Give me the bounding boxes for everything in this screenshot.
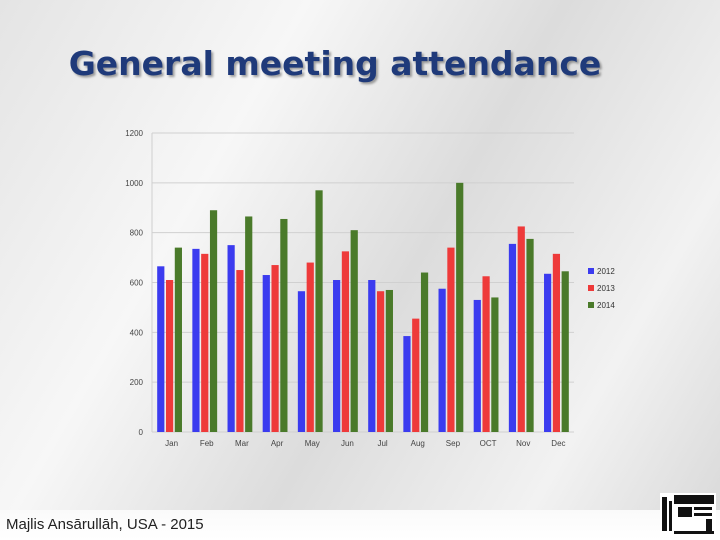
x-tick-label: Sep bbox=[446, 439, 461, 448]
x-tick-label: Aug bbox=[411, 439, 425, 448]
bar-2014-nov bbox=[526, 238, 534, 432]
bar-2014-sep bbox=[456, 182, 464, 432]
x-tick-label: May bbox=[305, 439, 320, 448]
y-tick-label: 800 bbox=[130, 229, 144, 238]
y-axis-ticks: 0 200 400 600 800 1000 1200 bbox=[125, 129, 143, 437]
bar-2013-jan bbox=[165, 280, 174, 432]
x-tick-label: OCT bbox=[480, 439, 497, 448]
legend-label-2013: 2013 bbox=[597, 284, 615, 293]
y-tick-label: 0 bbox=[139, 428, 144, 437]
bar-2013-apr bbox=[271, 265, 279, 432]
bar-2013-nov bbox=[517, 226, 525, 432]
bar-2012-jul bbox=[368, 280, 376, 432]
bar-2013-sep bbox=[447, 247, 455, 432]
x-tick-label: Dec bbox=[551, 439, 565, 448]
x-tick-label: Mar bbox=[235, 439, 249, 448]
legend-swatch-2013 bbox=[588, 285, 594, 291]
x-tick-label: Jun bbox=[341, 439, 354, 448]
bar-2013-dec bbox=[552, 253, 561, 432]
y-tick-label: 200 bbox=[130, 378, 144, 387]
legend-label-2014: 2014 bbox=[597, 301, 615, 310]
bar-2013-mar bbox=[236, 270, 244, 432]
bar-2012-mar bbox=[227, 245, 235, 432]
x-tick-label: Nov bbox=[516, 439, 530, 448]
bar-2013-feb bbox=[201, 253, 209, 432]
bar-2012-aug bbox=[403, 336, 411, 432]
chart-legend: 2012 2013 2014 bbox=[588, 267, 615, 310]
bar-2014-oct bbox=[491, 297, 499, 432]
footer-text: Majlis Ansārullāh, USA - 2015 bbox=[6, 516, 204, 533]
bar-2012-dec bbox=[544, 273, 552, 432]
bar-2012-oct bbox=[473, 299, 481, 432]
legend-swatch-2012 bbox=[588, 268, 594, 274]
bar-2013-jul bbox=[376, 291, 385, 432]
bar-2014-feb bbox=[209, 210, 218, 432]
bar-2012-feb bbox=[192, 248, 200, 432]
bar-2012-jan bbox=[157, 266, 165, 432]
bar-2012-nov bbox=[508, 243, 517, 432]
slide-title: General meeting attendance bbox=[68, 44, 602, 83]
x-tick-label: Jul bbox=[377, 439, 387, 448]
x-tick-label: Jan bbox=[165, 439, 178, 448]
bar-2013-aug bbox=[412, 318, 420, 432]
y-tick-label: 600 bbox=[130, 279, 144, 288]
bar-2014-may bbox=[315, 190, 323, 432]
y-tick-label: 400 bbox=[130, 328, 144, 337]
bar-2012-jun bbox=[333, 280, 341, 432]
y-tick-label: 1000 bbox=[125, 179, 143, 188]
bar-2013-may bbox=[306, 262, 314, 432]
bar-2014-jan bbox=[174, 247, 182, 432]
bar-2012-apr bbox=[262, 275, 270, 432]
x-axis-ticks: Jan Feb Mar Apr May Jun Jul Aug Sep OCT Nov Dec bbox=[165, 439, 565, 448]
chart-bars bbox=[157, 182, 569, 432]
bar-2013-oct bbox=[482, 276, 490, 432]
x-tick-label: Feb bbox=[200, 439, 214, 448]
bar-2014-apr bbox=[280, 218, 288, 432]
legend-swatch-2014 bbox=[588, 302, 594, 308]
y-tick-label: 1200 bbox=[125, 129, 143, 138]
chart-gridlines bbox=[151, 132, 574, 433]
footer-bar bbox=[0, 510, 720, 540]
x-tick-label: Apr bbox=[271, 439, 284, 448]
bar-2014-aug bbox=[420, 272, 429, 432]
bar-2013-jun bbox=[341, 251, 350, 432]
bar-2014-dec bbox=[561, 271, 569, 432]
bar-2014-jul bbox=[385, 289, 393, 432]
ansarullah-logo bbox=[660, 493, 716, 537]
legend-label-2012: 2012 bbox=[597, 267, 615, 276]
bar-2014-mar bbox=[245, 216, 253, 432]
bar-2012-sep bbox=[438, 288, 446, 432]
bar-2014-jun bbox=[350, 230, 358, 432]
bar-2012-may bbox=[297, 291, 306, 432]
